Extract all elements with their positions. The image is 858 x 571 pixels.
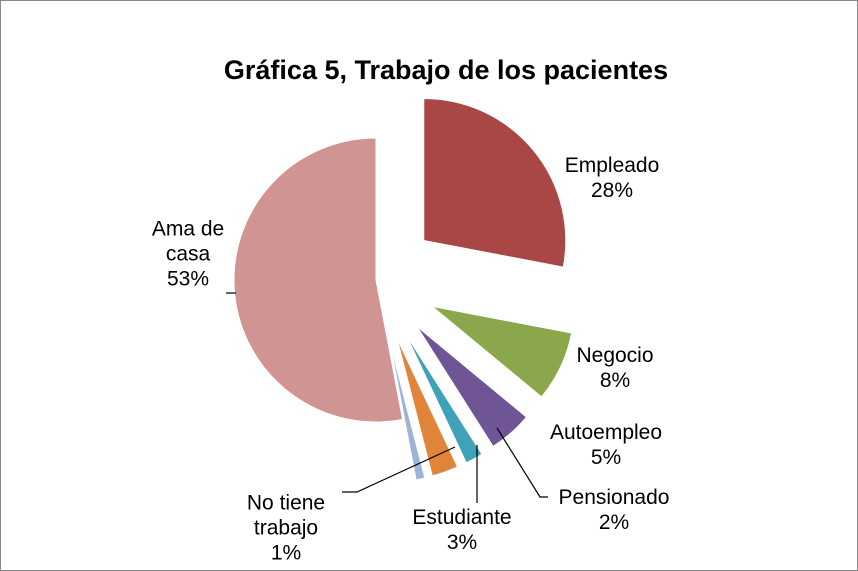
category-label: Empleado xyxy=(564,154,660,177)
value-label: 8% xyxy=(599,369,631,392)
pie-slice xyxy=(423,97,567,268)
value-label: 3% xyxy=(446,531,478,554)
data-label: Autoempleo 5% xyxy=(531,420,681,470)
leader-line xyxy=(496,427,548,498)
data-label: Ama de casa 53% xyxy=(143,217,233,292)
category-label: Ama de casa xyxy=(151,217,225,266)
category-label: No tiene trabajo xyxy=(246,491,326,540)
value-label: 5% xyxy=(590,446,622,469)
category-label: Pensionado xyxy=(558,486,670,509)
data-label: Negocio 8% xyxy=(570,343,660,393)
pie-slice xyxy=(389,340,426,481)
chart-title: Gráfica 5, Trabajo de los pacientes xyxy=(224,55,668,85)
data-label: Estudiante 3% xyxy=(392,505,532,555)
value-label: 53% xyxy=(166,267,210,291)
leader-line xyxy=(342,446,456,493)
category-label: Autoempleo xyxy=(549,421,663,444)
value-label: 2% xyxy=(598,511,630,534)
category-label: Negocio xyxy=(576,344,654,367)
data-label: Pensionado 2% xyxy=(539,485,689,535)
value-label: 1% xyxy=(270,541,302,565)
data-label: No tiene trabajo 1% xyxy=(231,491,341,566)
pie-slice xyxy=(405,334,483,464)
pie-slice xyxy=(396,338,459,477)
value-label: 28% xyxy=(590,179,634,202)
pie-slice xyxy=(416,326,528,448)
pie-slice xyxy=(431,305,573,398)
category-label: Estudiante xyxy=(412,506,512,529)
data-label: Empleado 28% xyxy=(557,153,667,203)
